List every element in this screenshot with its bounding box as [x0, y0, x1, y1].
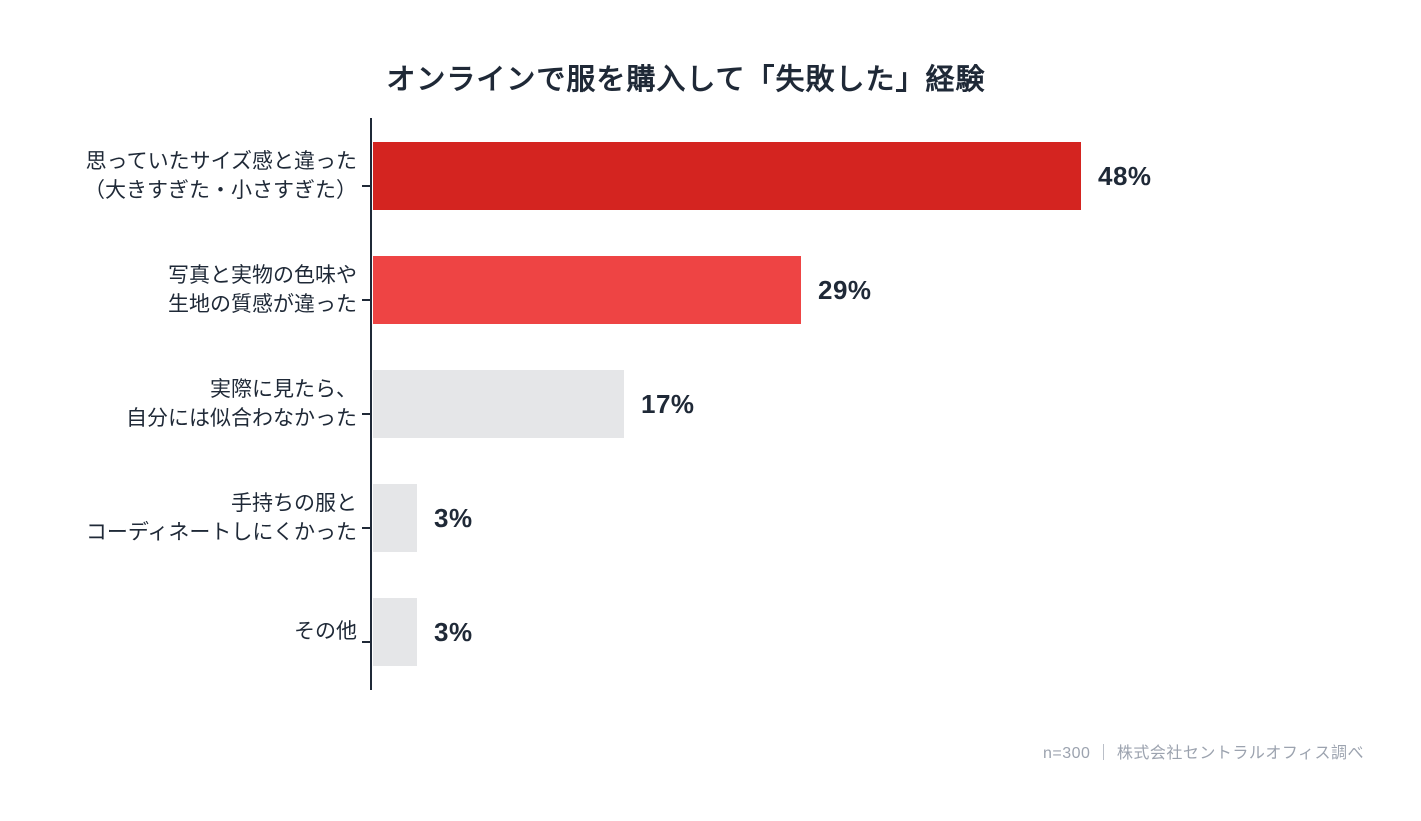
value-label: 3%	[434, 616, 473, 647]
chart-title: オンラインで服を購入して「失敗した」経験	[386, 64, 986, 96]
axis-tick	[362, 527, 371, 529]
category-label: その他	[294, 620, 357, 644]
bar	[373, 142, 1081, 210]
bar	[373, 256, 801, 324]
bar	[373, 370, 624, 438]
source-note: n=300 ｜ 株式会社セントラルオフィス調べ	[1042, 745, 1364, 762]
axis-tick	[362, 641, 371, 643]
category-label: 思っていたサイズ感と違った （大きすぎた・小さすぎた）	[84, 149, 357, 202]
category-label: 実際に見たら、 自分には似合わなかった	[126, 377, 357, 430]
bar	[373, 598, 417, 666]
bar	[373, 484, 417, 552]
value-label: 3%	[434, 502, 473, 533]
axis-tick	[362, 185, 371, 187]
axis-tick	[362, 413, 371, 415]
value-label: 29%	[818, 274, 872, 305]
axis-tick	[362, 299, 371, 301]
category-label: 手持ちの服と コーディネートしにくかった	[85, 491, 357, 544]
value-label: 17%	[641, 388, 695, 419]
y-axis-line	[370, 118, 372, 690]
category-label: 写真と実物の色味や 生地の質感が違った	[168, 263, 357, 316]
value-label: 48%	[1098, 160, 1152, 191]
